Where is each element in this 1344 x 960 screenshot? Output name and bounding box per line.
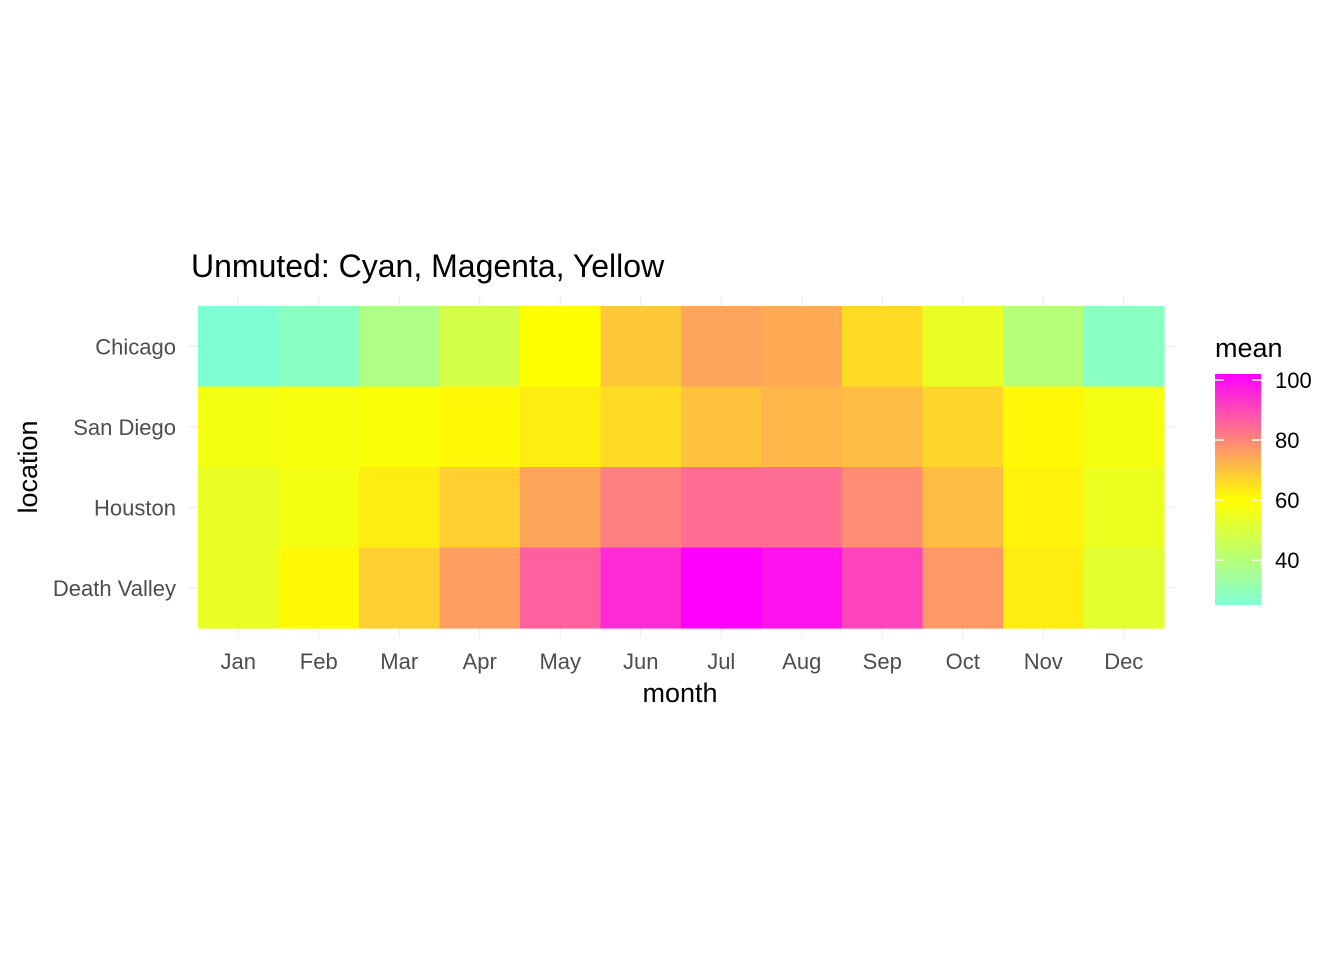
heatmap-cell: [278, 467, 360, 549]
heatmap-cell: [520, 386, 602, 468]
heatmap-cell: [681, 467, 763, 549]
heatmap-cell: [600, 386, 682, 468]
heatmap-cell: [278, 306, 360, 388]
x-axis-label: month: [642, 678, 717, 708]
legend-tick-label: 100: [1275, 368, 1312, 393]
heatmap-cell: [761, 467, 843, 549]
heatmap-cell: [359, 306, 441, 388]
legend-tick-label: 60: [1275, 488, 1299, 513]
x-tick-label: Apr: [463, 649, 497, 674]
y-tick-labels: Chicago San Diego Houston Death Valley: [53, 334, 176, 601]
legend-colorbar: [1215, 374, 1261, 605]
heatmap-cell: [1003, 306, 1085, 388]
heatmap-cell: [600, 306, 682, 388]
chart-title: Unmuted: Cyan, Magenta, Yellow: [191, 248, 665, 284]
heatmap-cell: [1083, 306, 1165, 388]
heatmap-cell: [842, 547, 924, 629]
legend-ticks: 40 60 80 100: [1215, 368, 1312, 573]
heatmap-cell: [359, 467, 441, 549]
heatmap-cell: [198, 306, 280, 388]
heatmap-cell: [439, 467, 521, 549]
heatmap-cell: [198, 386, 280, 468]
heatmap-cell: [439, 547, 521, 629]
heatmap-cell: [1083, 386, 1165, 468]
heatmap-cell: [520, 306, 602, 388]
heatmap-cell: [842, 386, 924, 468]
x-tick-label: Dec: [1104, 649, 1143, 674]
x-tick-label: Aug: [782, 649, 821, 674]
heatmap-cell: [198, 547, 280, 629]
legend-title: mean: [1215, 333, 1283, 363]
x-tick-label: May: [539, 649, 581, 674]
heatmap-cell: [761, 547, 843, 629]
heatmap-cell: [842, 467, 924, 549]
heatmap-cell: [761, 306, 843, 388]
heatmap-cell: [1003, 467, 1085, 549]
heatmap-cell: [359, 386, 441, 468]
y-axis-label: location: [13, 420, 43, 513]
x-tick-label: Feb: [300, 649, 338, 674]
x-tick-label: Sep: [863, 649, 902, 674]
x-tick-label: Jan: [221, 649, 256, 674]
heatmap-cell: [359, 547, 441, 629]
heatmap-cell: [1083, 467, 1165, 549]
x-tick-label: Jun: [623, 649, 658, 674]
heatmap-cell: [681, 306, 763, 388]
heatmap-cell: [1003, 386, 1085, 468]
x-tick-labels: Jan Feb Mar Apr May Jun Jul Aug Sep Oct Nov Dec: [221, 649, 1144, 674]
x-tick-label: Nov: [1024, 649, 1063, 674]
heatmap-cell: [681, 547, 763, 629]
heatmap-cell: [1083, 547, 1165, 629]
heatmap-cell: [1003, 547, 1085, 629]
heatmap-cell: [600, 547, 682, 629]
heatmap-cell: [922, 547, 1004, 629]
heatmap-cell: [922, 306, 1004, 388]
heatmap-cell: [842, 306, 924, 388]
heatmap-cell: [520, 547, 602, 629]
x-tick-label: Oct: [946, 649, 980, 674]
legend-tick-label: 80: [1275, 428, 1299, 453]
x-tick-label: Jul: [707, 649, 735, 674]
heatmap-cell: [600, 467, 682, 549]
heatmap-cell: [278, 547, 360, 629]
heatmap-cell: [922, 467, 1004, 549]
heatmap-cell: [761, 386, 843, 468]
heatmap-cells: [198, 306, 1165, 629]
heatmap-cell: [922, 386, 1004, 468]
heatmap-cell: [681, 386, 763, 468]
y-tick-label: Chicago: [95, 334, 176, 359]
heatmap-cell: [439, 306, 521, 388]
heatmap-cell: [198, 467, 280, 549]
x-tick-label: Mar: [380, 649, 418, 674]
y-tick-label: Death Valley: [53, 576, 176, 601]
color-legend: mean 40 60 80 100: [1215, 333, 1312, 605]
heatmap-cell: [439, 386, 521, 468]
legend-tick-label: 40: [1275, 548, 1299, 573]
y-tick-label: San Diego: [73, 415, 176, 440]
y-tick-label: Houston: [94, 495, 176, 520]
heatmap-cell: [278, 386, 360, 468]
heatmap-cell: [520, 467, 602, 549]
